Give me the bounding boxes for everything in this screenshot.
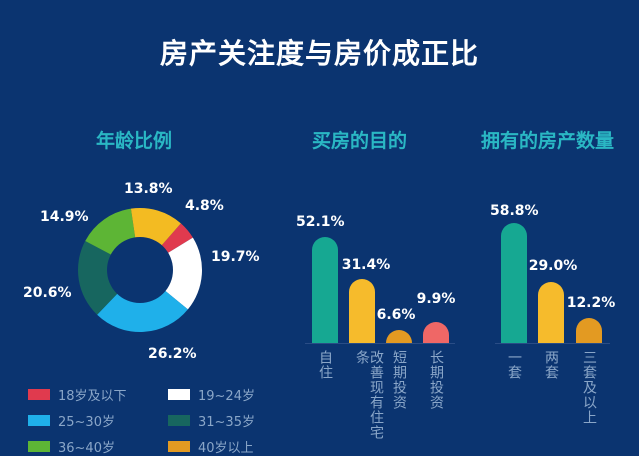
bar-label: 长期投资 bbox=[428, 350, 444, 410]
donut-label-20-6: 20.6% bbox=[23, 285, 72, 301]
infographic-title: 房产关注度与房价成正比 bbox=[159, 37, 479, 70]
bar-three-or-more bbox=[576, 318, 602, 343]
bar-two-properties bbox=[538, 282, 564, 343]
bar-short-term-investment bbox=[386, 330, 412, 343]
bar-value: 58.8% bbox=[490, 203, 539, 219]
purpose-baseline bbox=[305, 343, 455, 344]
legend-swatch-green bbox=[28, 441, 50, 452]
bar-value: 6.6% bbox=[376, 307, 416, 323]
legend-label: 36~40岁 bbox=[58, 441, 115, 456]
bar-self-use bbox=[312, 237, 338, 343]
bar-label: 短期投资 bbox=[391, 350, 407, 410]
bar-one-property bbox=[501, 223, 527, 343]
legend-label: 19~24岁 bbox=[198, 389, 255, 404]
legend-swatch-teal bbox=[168, 415, 190, 426]
legend-item: 25~30岁 bbox=[28, 411, 115, 430]
count-baseline bbox=[495, 343, 610, 344]
bar-value: 12.2% bbox=[566, 295, 616, 311]
legend-item: 31~35岁 bbox=[168, 411, 255, 430]
donut-slice bbox=[159, 223, 193, 255]
legend-item: 19~24岁 bbox=[168, 385, 255, 404]
legend-label: 31~35岁 bbox=[198, 415, 255, 430]
donut-hole bbox=[107, 237, 173, 303]
donut-label-4-8: 4.8% bbox=[185, 198, 224, 214]
legend-item: 36~40岁 bbox=[28, 437, 115, 456]
legend-swatch-red bbox=[28, 389, 50, 400]
donut-slice bbox=[97, 289, 188, 332]
donut-label-19-7: 19.7% bbox=[211, 249, 260, 265]
legend-swatch-blue bbox=[28, 415, 50, 426]
legend-swatch-orange bbox=[168, 441, 190, 452]
bar-label: 自住 bbox=[317, 350, 333, 380]
donut-label-14-9: 14.9% bbox=[40, 209, 89, 225]
section-title-count: 拥有的房产数量 bbox=[481, 130, 615, 152]
bar-value: 29.0% bbox=[528, 258, 578, 274]
bar-improve-housing bbox=[349, 279, 375, 343]
section-title-purpose: 买房的目的 bbox=[312, 130, 408, 152]
bar-label: 一套 bbox=[506, 350, 522, 380]
donut-label-13-8: 13.8% bbox=[124, 181, 173, 197]
legend-item: 40岁以上 bbox=[168, 437, 254, 456]
section-title-age: 年龄比例 bbox=[96, 130, 173, 152]
legend-label: 18岁及以下 bbox=[58, 389, 127, 404]
bar-label: 改善现有住宅条 bbox=[354, 350, 384, 440]
bar-label: 两套 bbox=[543, 350, 559, 380]
bar-long-term-investment bbox=[423, 322, 449, 343]
bar-value: 52.1% bbox=[296, 214, 345, 230]
donut-slice bbox=[163, 237, 202, 310]
bar-value: 9.9% bbox=[416, 291, 456, 307]
legend-label: 40岁以上 bbox=[198, 441, 254, 456]
legend-swatch-white bbox=[168, 389, 190, 400]
legend-label: 25~30岁 bbox=[58, 415, 115, 430]
bar-value: 31.4% bbox=[341, 257, 391, 273]
bar-label: 三套及以上 bbox=[581, 350, 597, 425]
donut-label-26-2: 26.2% bbox=[148, 346, 197, 362]
legend-item: 18岁及以下 bbox=[28, 385, 127, 404]
age-donut-chart bbox=[78, 208, 202, 332]
